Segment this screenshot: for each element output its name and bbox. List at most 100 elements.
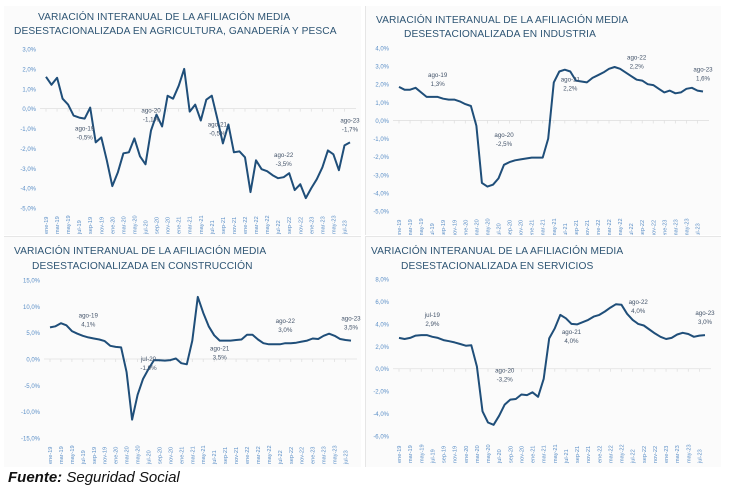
x-tick-label: sep-21: [574, 220, 580, 235]
annotation-value: -1,9%: [140, 365, 157, 372]
x-tick-label: may-23: [684, 218, 690, 235]
annotation-date: ago-23: [693, 66, 713, 73]
x-tick-label: ene-19: [397, 220, 403, 235]
x-tick-label: mar-19: [408, 219, 414, 235]
y-tick-label: 15,0%: [23, 279, 41, 285]
x-tick-label: may-20: [486, 444, 492, 463]
x-tick-label: jul-19: [430, 449, 436, 464]
x-tick-label: nov-21: [586, 446, 592, 463]
y-tick-label: 0,0%: [22, 107, 36, 113]
source-label: Fuente:: [8, 469, 63, 486]
x-tick-label: mar-20: [121, 216, 127, 234]
annotation-date: ago-20: [495, 368, 515, 375]
y-tick-label: 6,0%: [375, 300, 389, 306]
annotation-date: ago-21: [208, 122, 228, 129]
x-tick-label: ene-21: [530, 220, 536, 235]
x-tick-label: mar-22: [254, 216, 260, 234]
x-tick-label: may-23: [331, 215, 337, 234]
x-tick-label: may-22: [267, 445, 273, 464]
x-tick-label: nov-21: [234, 447, 240, 464]
chart-subtitle: DESESTACIONALIZADA EN CONSTRUCCIÓN: [32, 261, 253, 272]
x-tick-label: ene-21: [179, 447, 185, 464]
x-tick-label: ene-23: [662, 220, 668, 235]
x-tick-label: ene-23: [311, 447, 317, 464]
x-tick-label: jul-19: [77, 220, 83, 235]
y-tick-label: -5,0%: [20, 207, 36, 213]
x-tick-label: ene-22: [243, 217, 249, 234]
x-tick-label: sep-20: [508, 446, 514, 463]
x-tick-label: jul-21: [564, 449, 570, 464]
source-value: Seguridad Social: [66, 469, 180, 486]
y-tick-label: -5,0%: [24, 384, 40, 390]
y-tick-label: 0,0%: [375, 367, 389, 373]
annotation-date: ago-22: [627, 55, 647, 62]
annotation-value: 2,2%: [563, 86, 578, 93]
annotation-date: ago-22: [274, 152, 294, 159]
x-tick-label: mar-20: [125, 446, 131, 464]
x-tick-label: may-22: [618, 218, 624, 235]
x-tick-label: mar-22: [608, 445, 614, 463]
x-tick-label: jul-23: [695, 223, 701, 235]
y-tick-label: 3,0%: [375, 65, 389, 71]
chart-industria: VARIACIÓN INTERANUAL DE LA AFILIACIÓN ME…: [365, 6, 721, 235]
annotation-value: 3,5%: [344, 325, 359, 332]
x-tick-label: sep-22: [289, 447, 295, 464]
source-note: Fuente: Seguridad Social: [8, 469, 180, 486]
x-tick-label: ene-22: [596, 220, 602, 235]
annotation-date: ago-22: [629, 299, 649, 306]
x-tick-label: mar-19: [55, 216, 61, 234]
x-tick-label: may-19: [419, 444, 425, 463]
y-tick-label: -1,0%: [20, 127, 36, 133]
x-tick-label: ene-20: [464, 446, 470, 463]
chart-plot: 15,0% 10,0% 5,0% 0,0% -5,0% -10,0% -15,0% ene-1…: [21, 279, 361, 466]
annotation-date: ago-21: [561, 77, 581, 84]
chart-construccion: VARIACIÓN INTERANUAL DE LA AFILIACIÓN ME…: [4, 236, 361, 467]
y-tick-label: -3,0%: [373, 173, 389, 179]
chart-plot: 8,0% 6,0% 4,0% 2,0% 0,0% -2,0% -4,0% -6,0% ene-1…: [373, 278, 715, 465]
x-tick-label: nov-22: [298, 217, 304, 234]
y-tick-label: -10,0%: [21, 410, 41, 416]
y-tick-label: -5,0%: [373, 210, 389, 216]
annotation-date: jul-19: [424, 312, 441, 319]
annotation-value: 2,2%: [630, 64, 645, 71]
x-tick-label: may-19: [419, 218, 425, 235]
annotation-date: jul-20: [140, 356, 157, 363]
x-tick-label: nov-22: [653, 446, 659, 463]
annotation-value: 3,5%: [213, 355, 228, 362]
x-tick-label: sep-19: [441, 220, 447, 235]
y-tick-label: 5,0%: [26, 331, 40, 337]
x-tick-label: ene-19: [48, 447, 54, 464]
annotation-date: ago-22: [276, 318, 296, 325]
chart-subtitle: DESESTACIONALIZADA EN AGRICULTURA, GANAD…: [14, 26, 337, 37]
y-tick-label: 10,0%: [23, 305, 41, 311]
y-tick-label: 1,0%: [375, 101, 389, 107]
x-tick-label: may-21: [552, 218, 558, 235]
x-tick-label: jul-21: [212, 450, 218, 465]
x-tick-label: sep-21: [221, 217, 227, 234]
annotation-value: 4,1%: [81, 321, 96, 328]
x-tick-label: nov-20: [519, 446, 525, 463]
x-tick-label: sep-21: [223, 447, 229, 464]
x-tick-label: sep-21: [575, 446, 581, 463]
chart-title: VARIACIÓN INTERANUAL DE LA AFILIACIÓN ME…: [38, 12, 291, 23]
series-line: [398, 66, 704, 188]
chart-title: VARIACIÓN INTERANUAL DE LA AFILIACIÓN ME…: [376, 15, 629, 26]
x-tick-label: may-19: [70, 445, 76, 464]
annotation-date: ago-19: [79, 312, 99, 319]
annotation-date: ago-23: [341, 316, 361, 323]
annotation-value: -1,1%: [143, 116, 160, 123]
x-tick-label: sep-19: [442, 446, 448, 463]
x-tick-label: jul-23: [697, 449, 703, 464]
x-tick-label: sep-20: [157, 447, 163, 464]
annotation-value: -3,5%: [276, 161, 293, 168]
y-tick-label: -2,0%: [373, 390, 389, 396]
x-tick-label: may-22: [265, 215, 271, 234]
y-tick-label: -4,0%: [373, 412, 389, 418]
y-tick-label: 3,0%: [22, 48, 36, 54]
x-tick-label: jul-23: [342, 220, 348, 235]
x-tick-label: may-21: [201, 445, 207, 464]
annotation-value: -0,5%: [209, 131, 226, 138]
x-tick-label: jul-20: [496, 223, 502, 235]
x-tick-label: nov-19: [453, 446, 459, 463]
annotation-value: 3,0%: [278, 327, 293, 334]
